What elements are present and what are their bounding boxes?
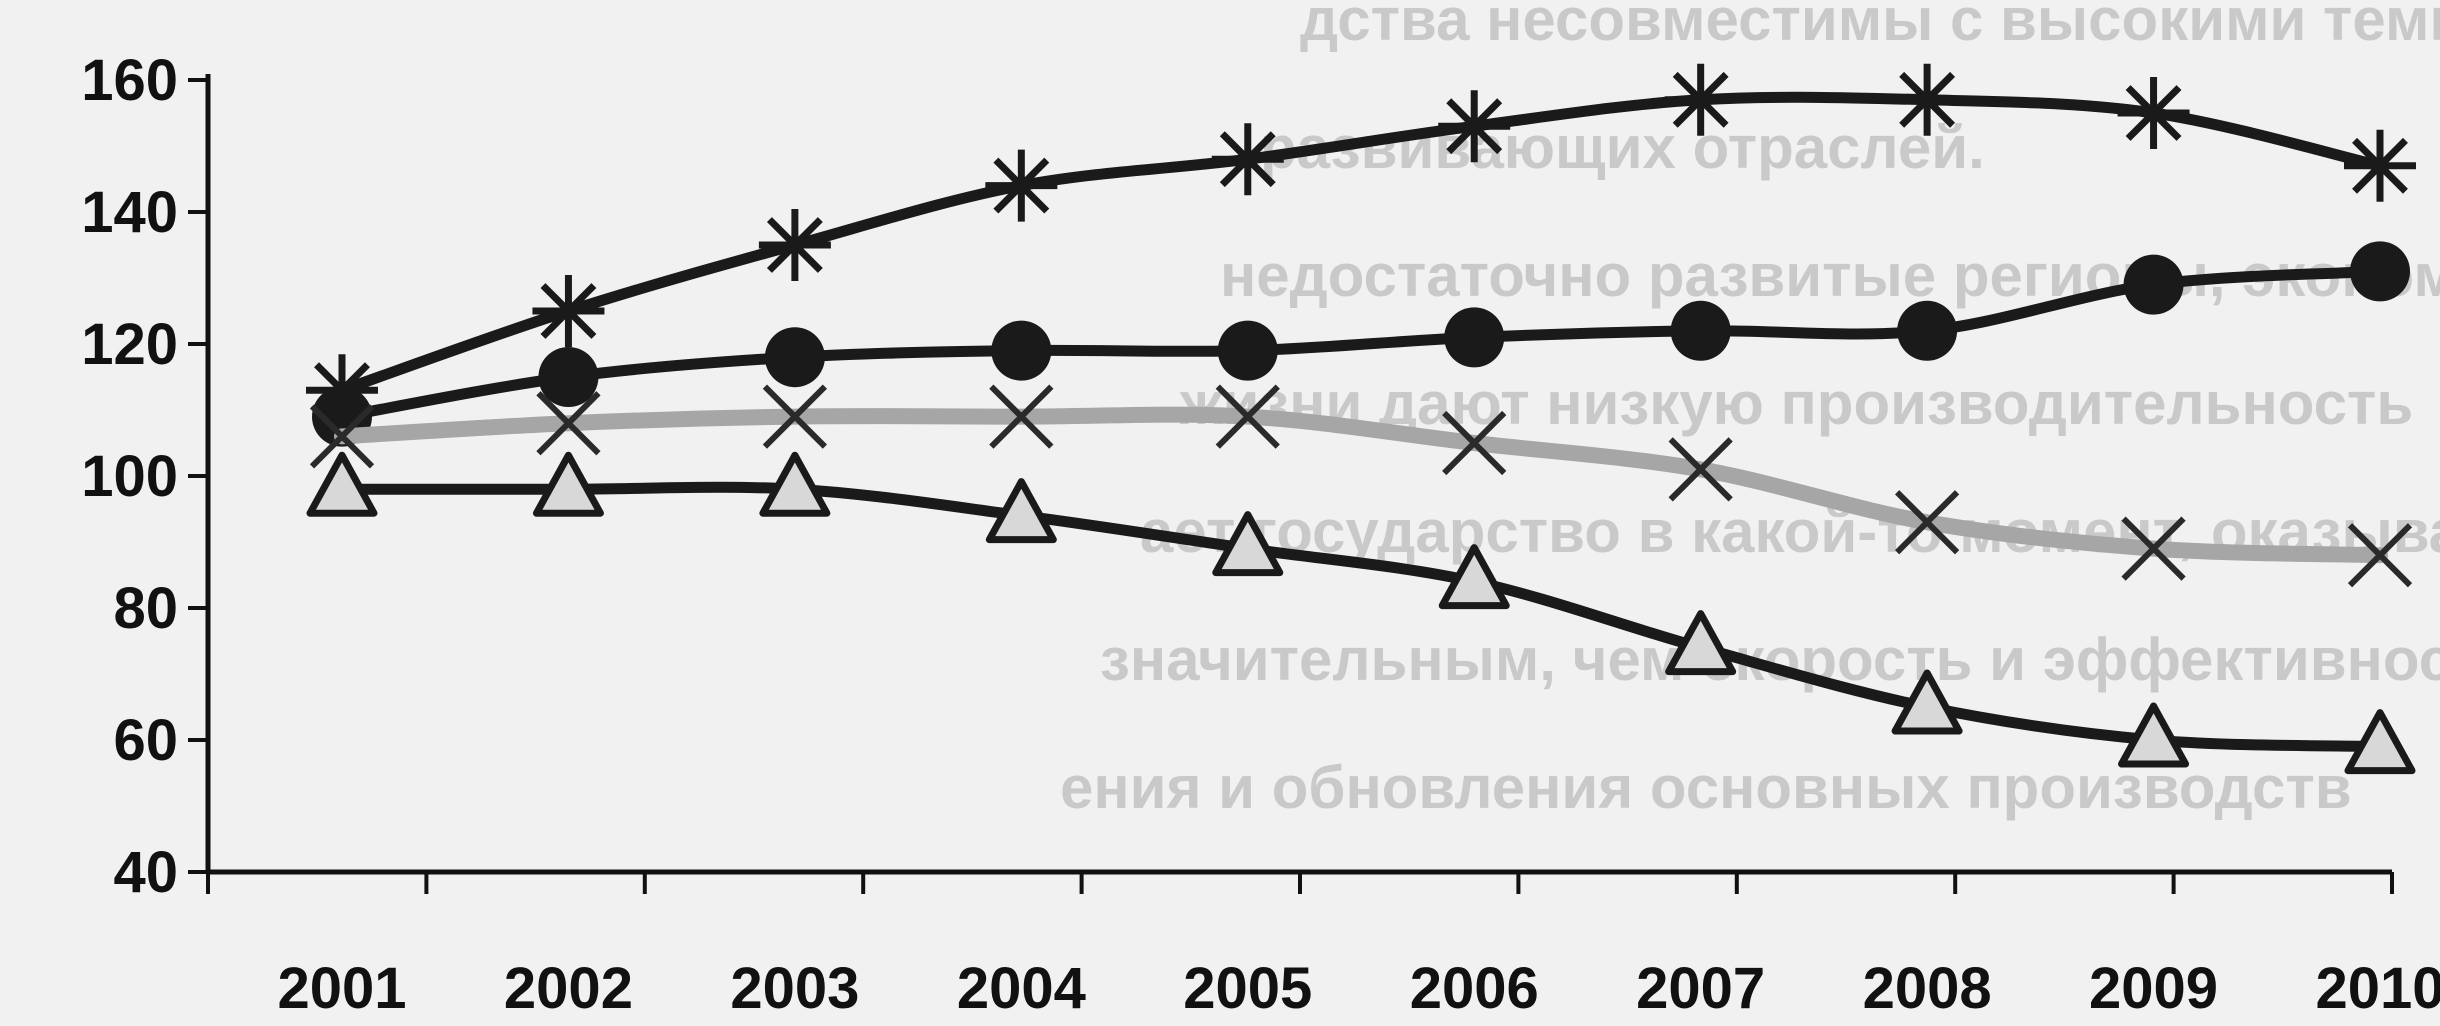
bleed-text-line: значительным, чем скорость и эффективнос…: [1100, 626, 2440, 693]
data-point-circle: [1217, 320, 1278, 381]
data-point-triangle: [1665, 610, 1737, 676]
data-point-circle: [2350, 241, 2410, 302]
y-tick-label: 120: [81, 312, 178, 377]
data-point-x: [762, 384, 828, 449]
series-circle: [312, 241, 2410, 447]
y-tick: 100: [81, 444, 208, 509]
y-tick: 80: [113, 576, 208, 641]
y-axis-ticks: 40 60 80 100 120 140 160: [81, 48, 208, 905]
data-point-x: [1442, 410, 1507, 476]
x-axis-ticks: 2001 2002 2003 2004 2005 2006 2007 2008 2009 2010: [206, 872, 2440, 1021]
data-point-asterisk: [758, 209, 831, 281]
y-tick-label: 160: [81, 48, 178, 113]
data-point-circle: [1670, 300, 1731, 361]
data-point-circle: [1897, 300, 1958, 361]
data-point-triangle: [306, 451, 378, 517]
x-tick: 2001: [277, 956, 406, 1021]
x-tick: 2008: [1863, 956, 1992, 1021]
x-tick-label: 2006: [1410, 956, 1539, 1021]
y-tick: 120: [81, 312, 208, 377]
x-tick: 2004: [957, 956, 1086, 1021]
x-tick: 2010: [2315, 956, 2440, 1021]
data-point-x: [1215, 384, 1280, 449]
data-point-asterisk: [1664, 63, 1737, 136]
y-tick: 40: [113, 840, 208, 905]
data-point-asterisk: [1891, 63, 1964, 136]
x-tick-label: 2008: [1863, 956, 1992, 1021]
data-point-triangle: [1891, 669, 1963, 735]
data-point-triangle: [759, 451, 831, 517]
data-point-x: [1668, 437, 1733, 502]
bleed-text-line: дства несовместимы с высокими темпами ро…: [1300, 0, 2440, 53]
data-point-circle: [538, 347, 599, 407]
x-tick: 2006: [1410, 956, 1539, 1021]
data-point-triangle: [2344, 709, 2416, 775]
x-tick: 2002: [504, 956, 633, 1021]
x-tick-label: 2002: [504, 956, 633, 1021]
y-tick: 60: [113, 708, 208, 773]
x-tick-label: 2009: [2089, 956, 2218, 1021]
data-point-triangle: [2118, 702, 2190, 768]
series-asterisk: [306, 63, 2416, 427]
y-tick-label: 80: [113, 576, 178, 641]
data-point-triangle: [1438, 544, 1510, 610]
series-triangle: [306, 451, 2416, 775]
x-tick: 2007: [1636, 956, 1765, 1021]
series-line: [336, 265, 2386, 423]
data-point-triangle: [985, 478, 1057, 544]
x-tick: 2005: [1183, 956, 1312, 1021]
series-line: [334, 406, 2388, 564]
series-group: [306, 63, 2416, 775]
series-line: [336, 481, 2386, 753]
y-tick-label: 100: [81, 444, 178, 509]
data-point-x: [2347, 523, 2413, 588]
data-point-circle: [764, 327, 825, 388]
y-tick: 140: [81, 180, 208, 245]
bleed-text-line: развивающих отраслей.: [1260, 114, 1985, 181]
x-tick-label: 2004: [957, 956, 1086, 1021]
x-tick-label: 2001: [277, 956, 406, 1021]
data-point-asterisk: [2117, 77, 2190, 149]
x-tick: 2009: [2089, 956, 2218, 1021]
data-point-x: [989, 384, 1054, 449]
y-tick-label: 40: [113, 840, 178, 905]
bleed-through-text: дства несовместимы с высокими темпами ро…: [1060, 0, 2440, 821]
data-point-asterisk: [985, 149, 1058, 222]
x-tick-label: 2010: [2315, 956, 2440, 1021]
data-point-x: [1894, 490, 1960, 555]
data-point-circle: [2123, 254, 2184, 315]
data-point-circle: [1444, 307, 1505, 368]
y-tick-label: 140: [81, 180, 178, 245]
data-point-triangle: [532, 451, 604, 517]
series-x: [309, 384, 2413, 588]
data-point-triangle: [1212, 511, 1284, 577]
series-line: [336, 91, 2386, 396]
data-point-x: [2121, 516, 2186, 581]
data-point-asterisk: [1211, 123, 1284, 196]
data-point-asterisk: [1438, 90, 1511, 163]
x-tick-label: 2005: [1183, 956, 1312, 1021]
data-point-asterisk: [532, 275, 605, 347]
data-point-x: [536, 391, 601, 456]
x-tick: 2003: [730, 956, 859, 1021]
data-point-circle: [991, 320, 1052, 381]
y-tick: 160: [81, 48, 208, 113]
data-point-asterisk: [2344, 129, 2416, 202]
data-point-x: [309, 404, 375, 469]
y-tick-label: 60: [113, 708, 178, 773]
x-tick-label: 2007: [1636, 956, 1765, 1021]
x-tick-label: 2003: [730, 956, 859, 1021]
